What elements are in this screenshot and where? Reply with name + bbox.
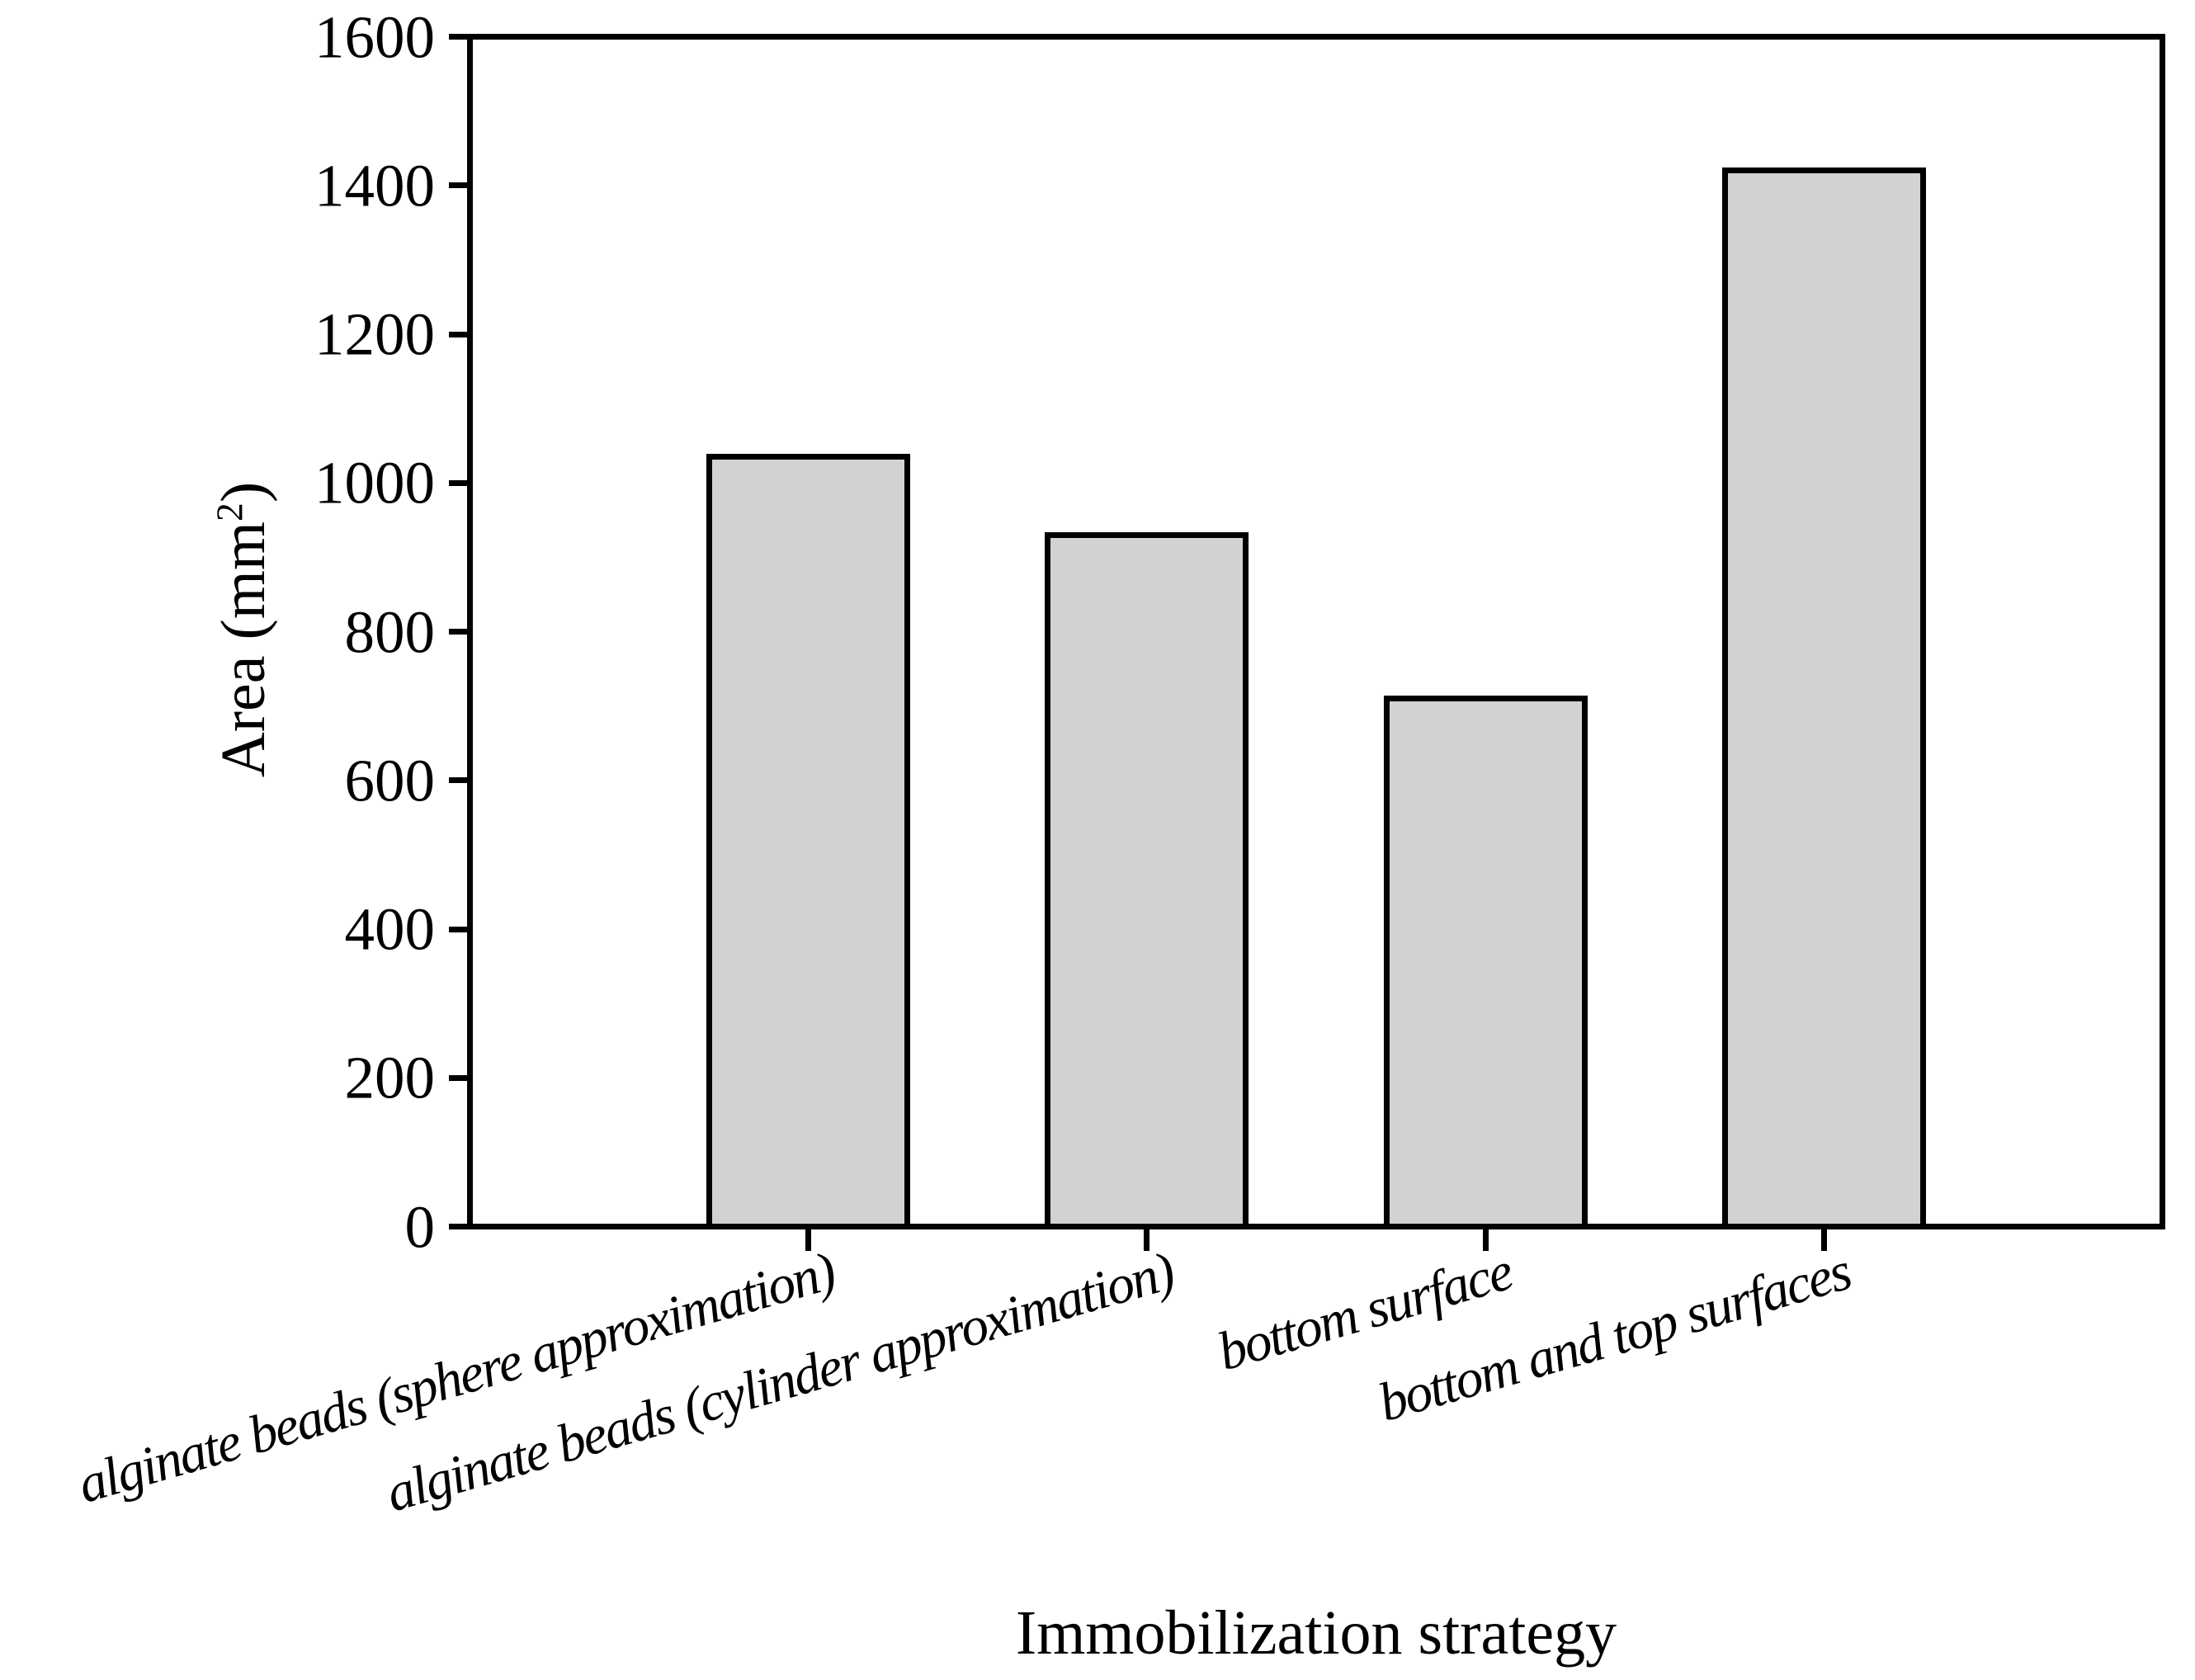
y-axis-tick: [449, 926, 470, 932]
plot-area: [467, 34, 2165, 1229]
y-tick-label: 200: [344, 1044, 436, 1111]
x-axis-title: Immobilization strategy: [1015, 1598, 1617, 1668]
y-tick-label: 800: [344, 598, 436, 665]
x-axis-tick: [1482, 1229, 1489, 1251]
y-axis-tick: [449, 479, 470, 486]
y-axis-tick: [449, 629, 470, 635]
y-tick-label: 600: [344, 747, 436, 814]
x-axis-tick: [1144, 1229, 1150, 1251]
x-axis-tick: [1820, 1229, 1827, 1251]
bar: [706, 454, 911, 1224]
y-tick-label: 400: [344, 895, 436, 963]
y-axis-title-close: ): [209, 481, 278, 503]
y-tick-label: 1000: [314, 449, 435, 517]
y-axis-title: Area (mm2): [208, 481, 278, 778]
y-axis-tick: [449, 1224, 470, 1229]
bar: [1721, 168, 1926, 1224]
y-tick-label: 0: [404, 1193, 436, 1260]
y-axis-tick: [449, 1074, 470, 1081]
x-axis-tick: [805, 1229, 812, 1251]
y-axis-tick: [449, 34, 470, 40]
y-axis-title-text: Area (mm: [209, 521, 278, 778]
y-tick-label: 1600: [314, 3, 435, 70]
y-tick-label: 1400: [314, 152, 435, 219]
y-tick-label: 1200: [314, 300, 435, 368]
y-axis-tick: [449, 182, 470, 189]
bar: [1383, 696, 1588, 1224]
bar: [1045, 532, 1249, 1224]
y-axis-tick: [449, 777, 470, 784]
y-axis-tick: [449, 331, 470, 337]
y-axis-title-superscript: 2: [208, 503, 251, 521]
